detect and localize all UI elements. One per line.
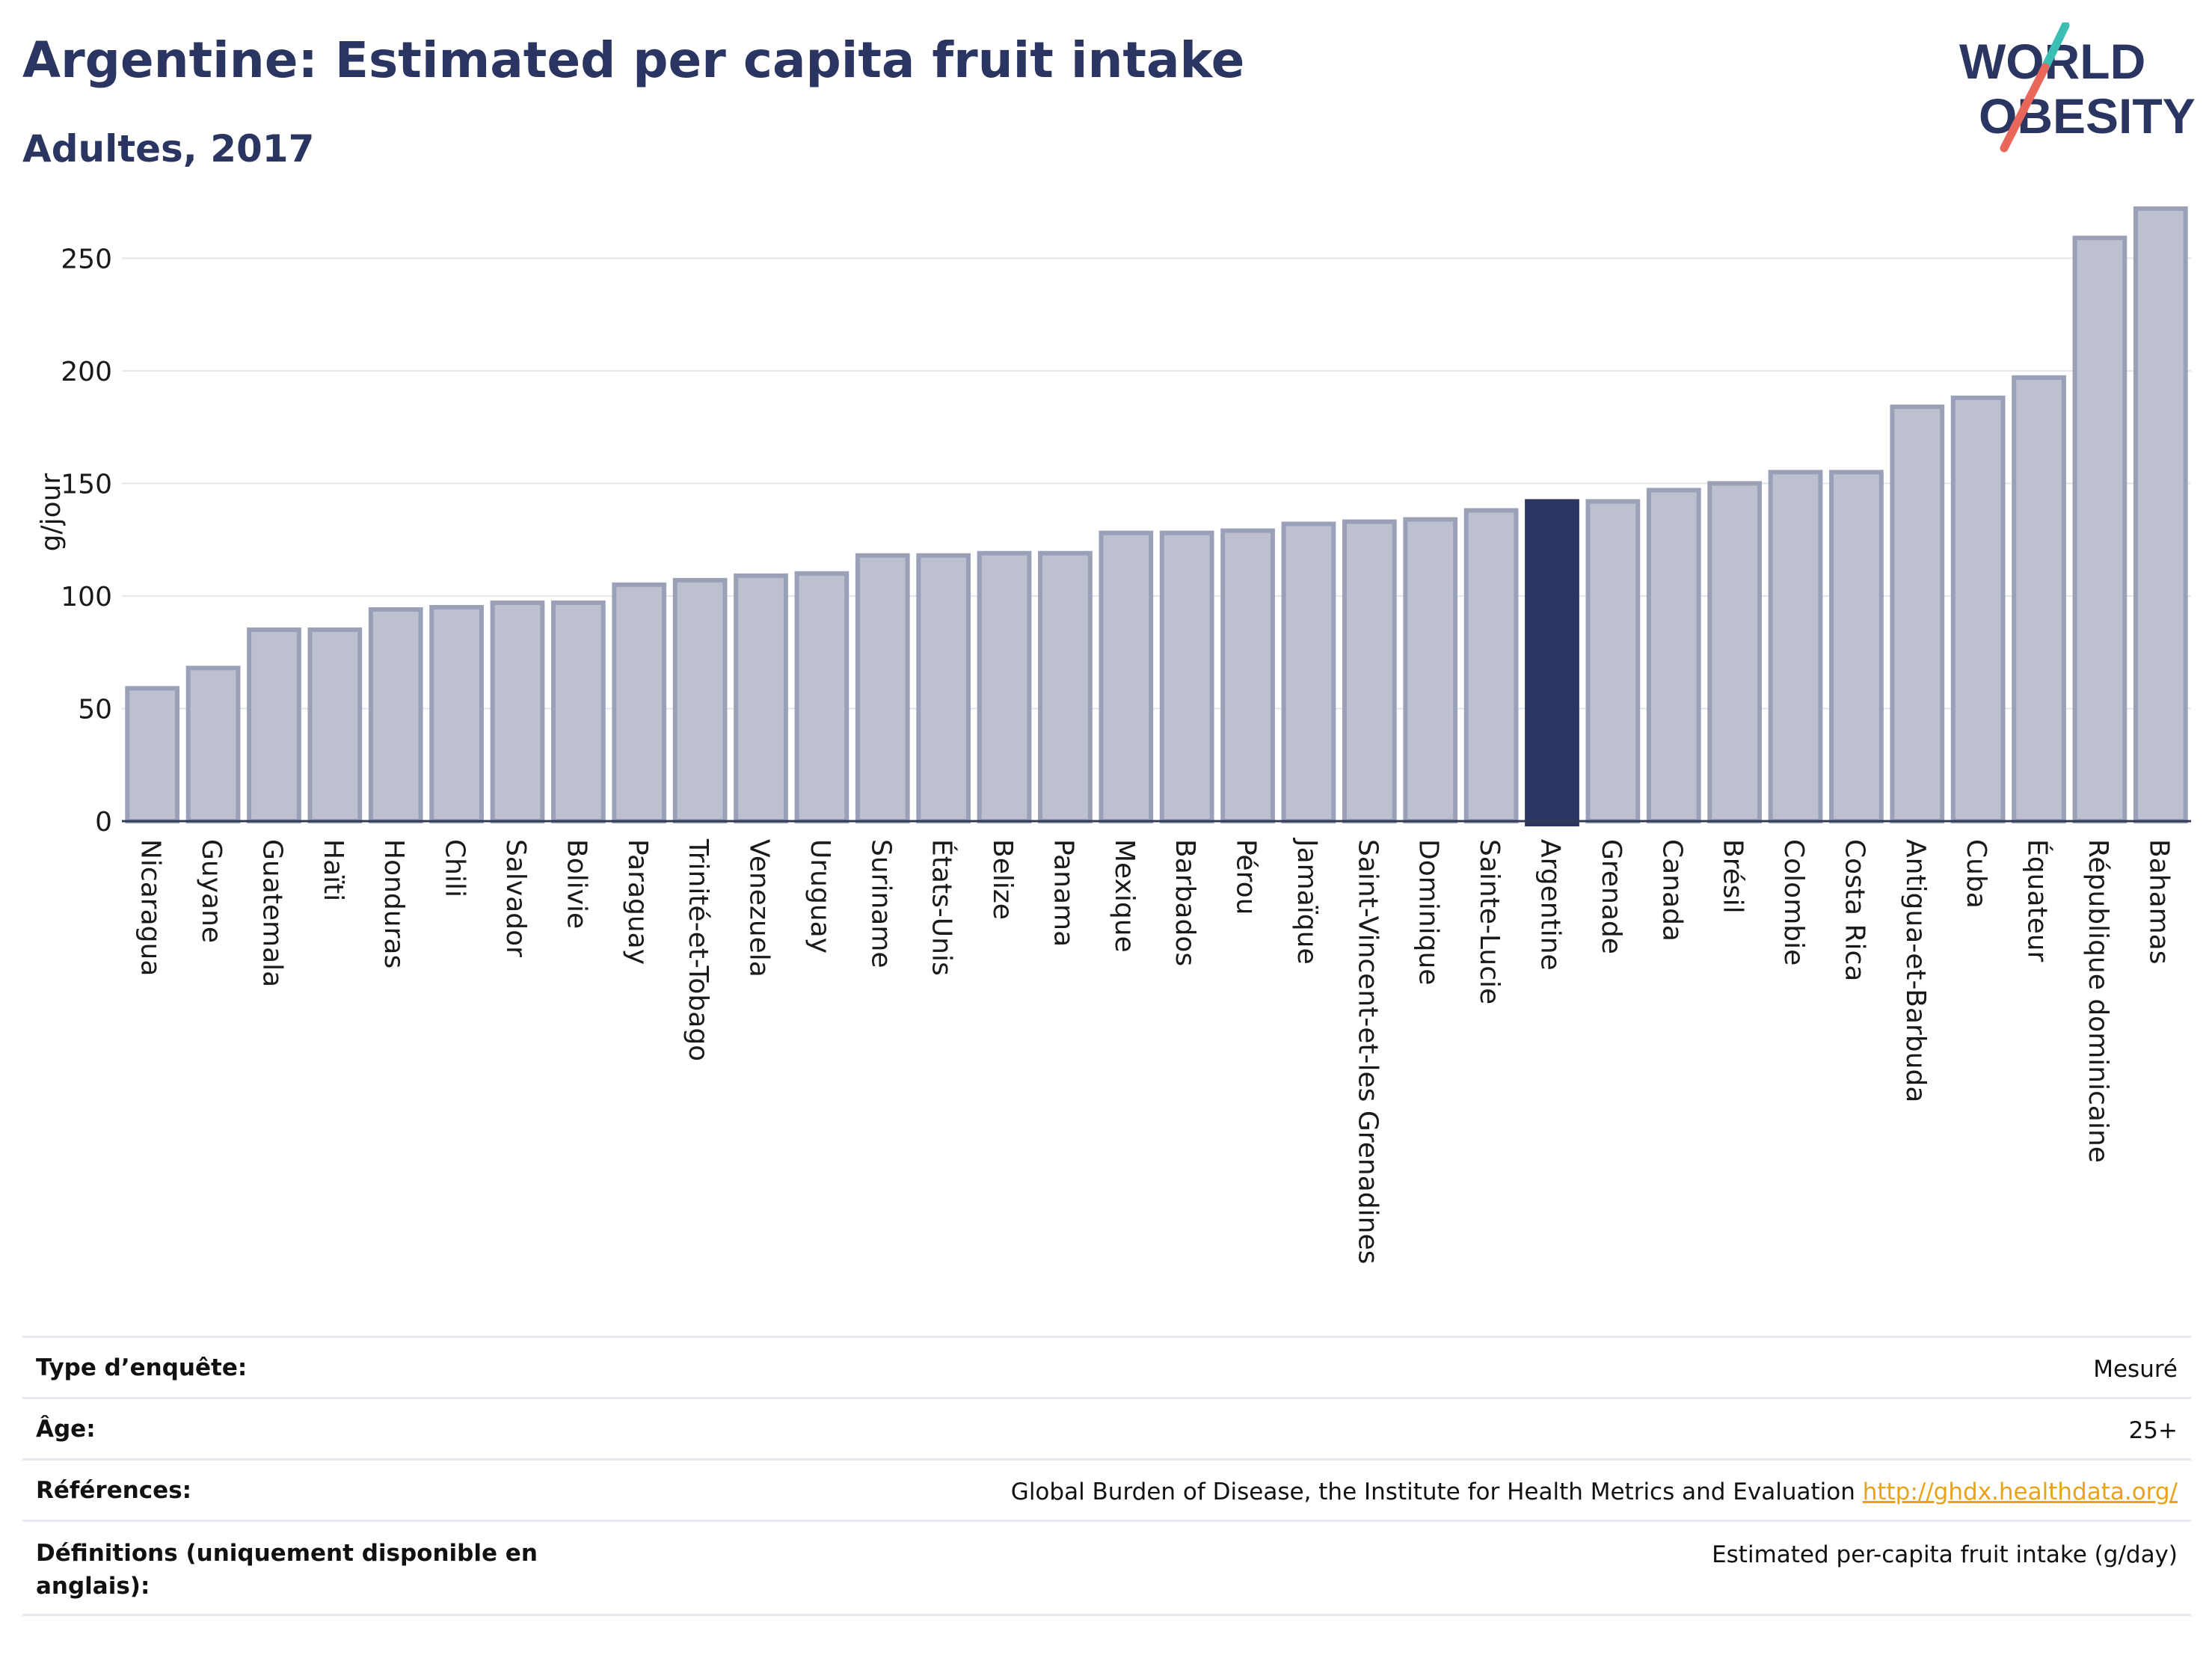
info-value: Global Burden of Disease, the Institute … [1011, 1479, 2178, 1505]
bar-paraguay[interactable] [612, 582, 667, 823]
y-tick-label: 250 [61, 244, 112, 274]
x-tick-label: Brésil [1718, 839, 1748, 914]
y-tick-label: 200 [61, 357, 112, 387]
bar-états-unis[interactable] [916, 553, 971, 823]
y-tick-label: 0 [95, 807, 112, 838]
bar-grenade[interactable] [1585, 499, 1641, 824]
axis-layer: 0 50 100 150 200 250 Nicaragua Guyane Guatemala H… [61, 244, 2191, 1264]
y-tick-label: 150 [61, 469, 112, 500]
bar-guatemala[interactable] [247, 627, 301, 824]
logo-slash-red [2000, 63, 2050, 153]
x-tick-label: Suriname [865, 839, 896, 968]
bar-belize[interactable] [977, 550, 1032, 824]
bar-argentine[interactable] [1525, 499, 1579, 827]
info-value: Mesuré [2093, 1356, 2178, 1383]
x-tick-label: République dominicaine [2083, 839, 2113, 1163]
x-tick-label: Uruguay [805, 839, 835, 954]
info-row-survey-type: Type d’enquête: Mesuré [22, 1336, 2191, 1398]
x-tick-label: Équateur [2022, 839, 2053, 962]
x-tick-label: Sainte-Lucie [1474, 839, 1505, 1004]
bar-suriname[interactable] [855, 553, 910, 823]
info-label: Type d’enquête: [36, 1354, 248, 1381]
bar-costa-rica[interactable] [1829, 470, 1884, 823]
x-tick-label: Guatemala [256, 839, 287, 987]
references-text: Global Burden of Disease, the Institute … [1010, 1479, 1855, 1505]
info-label: Définitions (uniquement disponible en an… [36, 1540, 538, 1600]
chart-title: Argentine: Estimated per capita fruit in… [22, 31, 1245, 89]
x-tick-label: Dominique [1413, 839, 1444, 985]
references-link[interactable]: http://ghdx.healthdata.org/ [1862, 1479, 2178, 1505]
x-tick-label: Bolivie [561, 839, 592, 929]
bar-colombie[interactable] [1768, 470, 1823, 823]
x-tick-label: Saint-Vincent-et-les Grenadines [1352, 839, 1383, 1264]
x-tick-label: Panama [1048, 839, 1078, 947]
x-tick-label: Trinité-et-Tobago [683, 838, 713, 1061]
bar-layer [125, 206, 2188, 827]
x-tick-label: Belize [987, 839, 1018, 920]
x-tick-label: Bahamas [2143, 839, 2174, 965]
x-tick-label: Venezuela [744, 839, 775, 977]
x-tick-label: Mexique [1109, 839, 1140, 953]
bar-équateur[interactable] [2012, 375, 2066, 824]
y-axis-label: g/jour [36, 473, 67, 551]
x-tick-label: Guyane [196, 839, 227, 943]
world-obesity-logo: WORLD OBESITY [1959, 22, 2196, 153]
info-row-references: Références: Global Burden of Disease, th… [22, 1458, 2191, 1520]
x-tick-label: Pérou [1231, 839, 1262, 915]
bar-bahamas[interactable] [2133, 206, 2188, 823]
info-bottom-rule [22, 1614, 2191, 1616]
info-label: Références: [36, 1477, 192, 1504]
x-tick-label: Barbados [1170, 839, 1200, 966]
bar-bolivie[interactable] [551, 600, 606, 824]
x-tick-label: Cuba [1961, 839, 1991, 909]
bar-honduras[interactable] [368, 607, 423, 823]
x-tick-label: Grenade [1596, 839, 1626, 954]
info-label: Âge: [36, 1416, 96, 1443]
info-value: 25+ [2128, 1417, 2178, 1444]
x-tick-label: Haïti [318, 839, 348, 901]
x-tick-label: Costa Rica [1839, 839, 1870, 981]
info-row-age: Âge: 25+ [22, 1397, 2191, 1459]
x-tick-label: Argentine [1534, 839, 1565, 971]
bar-uruguay[interactable] [794, 571, 850, 823]
x-tick-label: Colombie [1778, 839, 1809, 965]
bar-sainte-lucie[interactable] [1463, 508, 1519, 824]
bar-dominique[interactable] [1403, 517, 1458, 824]
x-tick-label: Nicaragua [135, 839, 166, 976]
bar-barbados[interactable] [1159, 530, 1214, 823]
bar-république-dominicaine[interactable] [2072, 236, 2127, 823]
logo-slash-teal [2041, 22, 2070, 72]
info-row-definitions: Définitions (uniquement disponible en an… [22, 1520, 2191, 1615]
bar-pérou[interactable] [1220, 528, 1275, 823]
bar-trinité-et-tobago[interactable] [672, 577, 728, 823]
x-tick-label: Salvador [500, 839, 531, 957]
info-value: Estimated per-capita fruit intake (g/day… [1712, 1541, 2178, 1568]
bar-mexique[interactable] [1099, 530, 1154, 823]
bar-chart: 0 50 100 150 200 250 Nicaragua Guyane Guatemala H… [36, 206, 2191, 1264]
bar-jamaïque[interactable] [1281, 521, 1336, 823]
bar-brésil[interactable] [1707, 481, 1762, 823]
bar-cuba[interactable] [1950, 395, 2006, 823]
bar-guyane[interactable] [185, 666, 241, 823]
bar-antigua-et-barbuda[interactable] [1890, 404, 1945, 823]
x-tick-label: Canada [1656, 839, 1687, 942]
bar-nicaragua[interactable] [125, 686, 180, 824]
y-tick-label: 100 [61, 582, 112, 612]
x-tick-label: Paraguay [622, 839, 653, 965]
x-tick-label: Honduras [378, 839, 409, 968]
bar-saint-vincent-et-les-grenadines[interactable] [1342, 519, 1397, 823]
x-tick-label: Antigua-et-Barbuda [1900, 839, 1931, 1102]
x-tick-label: Jamaïque [1291, 838, 1322, 965]
x-tick-label: Chili [440, 839, 470, 897]
bar-chili[interactable] [429, 604, 484, 823]
bar-haïti[interactable] [307, 627, 363, 824]
bar-salvador[interactable] [490, 600, 545, 824]
x-tick-label: États-Unis [927, 839, 958, 976]
bar-panama[interactable] [1038, 550, 1093, 824]
chart-subtitle: Adultes, 2017 [22, 127, 315, 171]
bar-venezuela[interactable] [734, 573, 788, 823]
y-tick-label: 50 [78, 694, 112, 725]
bar-canada[interactable] [1646, 488, 1701, 823]
